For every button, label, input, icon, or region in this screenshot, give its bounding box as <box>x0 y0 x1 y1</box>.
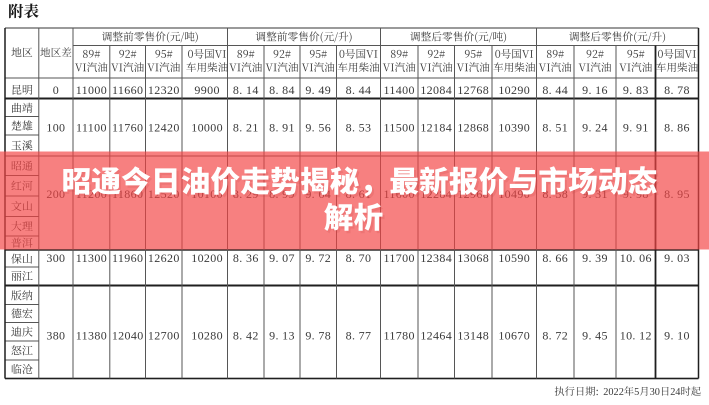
svg-text:12184: 12184 <box>420 121 452 135</box>
svg-text:8. 21: 8. 21 <box>233 121 259 135</box>
svg-text:12384: 12384 <box>420 251 452 265</box>
svg-text:10280: 10280 <box>191 329 223 343</box>
svg-text:10. 12: 10. 12 <box>620 329 652 343</box>
svg-text:0: 0 <box>53 83 59 97</box>
svg-text:11780: 11780 <box>384 329 415 343</box>
svg-text:2: 2 <box>614 387 619 398</box>
svg-text:3: 3 <box>650 387 655 398</box>
svg-text:10390: 10390 <box>498 121 530 135</box>
svg-text:2: 2 <box>619 387 624 398</box>
svg-text:11300: 11300 <box>76 251 107 265</box>
svg-text:11400: 11400 <box>384 83 415 97</box>
svg-text:9. 45: 9. 45 <box>582 329 608 343</box>
svg-text:9. 13: 9. 13 <box>269 329 295 343</box>
svg-text:9. 39: 9. 39 <box>582 251 608 265</box>
svg-text:12868: 12868 <box>457 121 489 135</box>
svg-text:8. 66: 8. 66 <box>542 251 568 265</box>
svg-text:8. 53: 8. 53 <box>346 121 372 135</box>
svg-text:8. 78: 8. 78 <box>664 83 690 97</box>
svg-text:13148: 13148 <box>457 329 489 343</box>
svg-text:12768: 12768 <box>457 83 489 97</box>
svg-text:0: 0 <box>608 387 613 398</box>
svg-text:13068: 13068 <box>457 251 489 265</box>
svg-text:8. 42: 8. 42 <box>233 329 259 343</box>
svg-text:11960: 11960 <box>112 251 143 265</box>
svg-text:9900: 9900 <box>194 83 219 97</box>
svg-text:12084: 12084 <box>420 83 452 97</box>
svg-text:12320: 12320 <box>148 83 180 97</box>
svg-text:11500: 11500 <box>384 121 415 135</box>
svg-text:9. 72: 9. 72 <box>305 251 331 265</box>
svg-text:12040: 12040 <box>112 329 144 343</box>
svg-text:380: 380 <box>46 329 65 343</box>
svg-text:8. 77: 8. 77 <box>346 329 372 343</box>
svg-text:9. 91: 9. 91 <box>623 121 649 135</box>
svg-text:12620: 12620 <box>148 251 180 265</box>
svg-text:8. 51: 8. 51 <box>542 121 568 135</box>
svg-text:2: 2 <box>603 387 608 398</box>
svg-text:9. 49: 9. 49 <box>305 83 331 97</box>
svg-text:12420: 12420 <box>148 121 180 135</box>
svg-text:9. 07: 9. 07 <box>269 251 295 265</box>
svg-text:9. 03: 9. 03 <box>664 251 690 265</box>
svg-text:11700: 11700 <box>384 251 415 265</box>
svg-text:11000: 11000 <box>76 83 107 97</box>
svg-text:0: 0 <box>655 387 660 398</box>
svg-text:12464: 12464 <box>420 329 452 343</box>
svg-text:9. 10: 9. 10 <box>664 329 690 343</box>
svg-text:10670: 10670 <box>498 329 530 343</box>
svg-text:11660: 11660 <box>112 83 143 97</box>
svg-text:8. 84: 8. 84 <box>269 83 295 97</box>
svg-text:10000: 10000 <box>191 121 223 135</box>
svg-text:300: 300 <box>46 251 65 265</box>
svg-text:8. 70: 8. 70 <box>346 251 372 265</box>
svg-text:11760: 11760 <box>112 121 143 135</box>
svg-text:11100: 11100 <box>76 121 107 135</box>
svg-text:8. 44: 8. 44 <box>346 83 372 97</box>
svg-text:8. 86: 8. 86 <box>664 121 690 135</box>
svg-text:8. 36: 8. 36 <box>233 251 259 265</box>
svg-text:10. 06: 10. 06 <box>620 251 652 265</box>
svg-text:8. 72: 8. 72 <box>542 329 568 343</box>
svg-text:5: 5 <box>634 387 639 398</box>
svg-text:2: 2 <box>670 387 675 398</box>
svg-text:9. 78: 9. 78 <box>305 329 331 343</box>
svg-text:8. 44: 8. 44 <box>542 83 568 97</box>
svg-text:9. 56: 9. 56 <box>305 121 331 135</box>
svg-text:100: 100 <box>46 121 65 135</box>
svg-text:4: 4 <box>675 387 680 398</box>
svg-text:8. 91: 8. 91 <box>269 121 295 135</box>
svg-text:9. 16: 9. 16 <box>582 83 608 97</box>
svg-text:9. 24: 9. 24 <box>582 121 608 135</box>
svg-text:12700: 12700 <box>148 329 180 343</box>
svg-text:10590: 10590 <box>498 251 530 265</box>
svg-text:11380: 11380 <box>76 329 107 343</box>
svg-text:10290: 10290 <box>498 83 530 97</box>
svg-text:10200: 10200 <box>191 251 223 265</box>
svg-text:8. 14: 8. 14 <box>233 83 259 97</box>
svg-text:9. 83: 9. 83 <box>623 83 649 97</box>
